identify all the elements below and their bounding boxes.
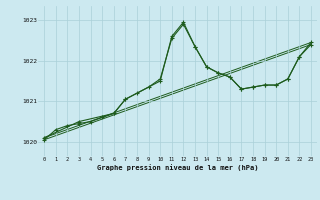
X-axis label: Graphe pression niveau de la mer (hPa): Graphe pression niveau de la mer (hPa) [97,164,258,171]
